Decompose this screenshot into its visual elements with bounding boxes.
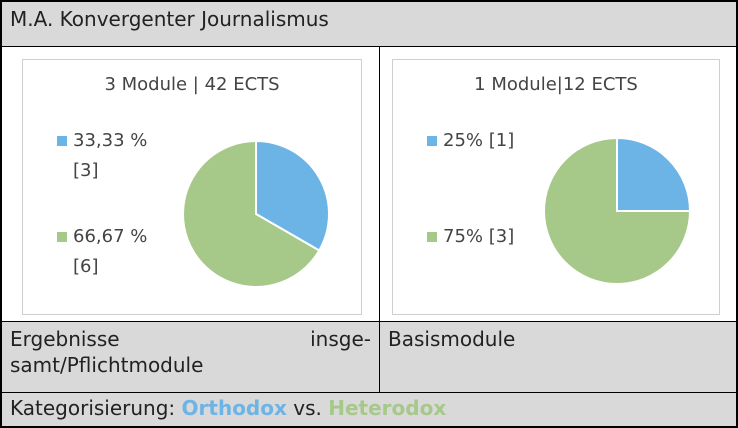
legend-item: 75% [3] <box>427 222 523 252</box>
legend-label: 66,67 % [6] <box>73 226 148 277</box>
legend-label: 75% [3] <box>443 226 515 247</box>
pie-slice <box>616 136 692 212</box>
legend-label: 33,33 % [3] <box>73 130 148 181</box>
header-cell: M.A. Konvergenter Journalismus <box>1 1 737 47</box>
footer-cell: Kategorisierung: Orthodox vs. Heterodox <box>1 392 737 427</box>
legend-label: 25% [1] <box>443 130 515 151</box>
legend-item: 66,67 % [6] <box>57 222 153 282</box>
chart-cell: 3 Module | 42 ECTS 33,33 % [3] 66,67 % [6] <box>1 46 380 322</box>
legend-item: 33,33 % [3] <box>57 126 153 186</box>
legend-swatch <box>427 232 437 242</box>
row-label: Ergebnisse insge-samt/Pflichtmodule <box>10 327 371 377</box>
legend-swatch <box>427 136 437 146</box>
label-cell: Basismodule <box>379 321 737 393</box>
pie-slice <box>182 139 321 288</box>
chart-box: 3 Module | 42 ECTS 33,33 % [3] 66,67 % [6] <box>22 59 362 315</box>
chart-box: 1 Module|12 ECTS 25% [1] 75% [3] <box>392 59 720 315</box>
header-title: M.A. Konvergenter Journalismus <box>10 7 329 31</box>
legend-swatch <box>57 136 67 146</box>
legend-item: 25% [1] <box>427 126 523 156</box>
footer-term: Heterodox <box>328 396 447 420</box>
pie-slice <box>255 139 330 252</box>
footer-middle: vs. <box>293 396 322 420</box>
footer-term: Orthodox <box>181 396 287 420</box>
pie-slice <box>543 136 692 285</box>
pie-chart <box>182 139 330 288</box>
legend-swatch <box>57 232 67 242</box>
pie-chart <box>543 136 692 285</box>
label-cell: Ergebnisse insge-samt/Pflichtmodule <box>1 321 380 393</box>
footer-prefix: Kategorisierung: <box>10 396 176 420</box>
chart-title: 3 Module | 42 ECTS <box>104 74 280 95</box>
chart-cell: 1 Module|12 ECTS 25% [1] 75% [3] <box>379 46 737 322</box>
row-label: Basismodule <box>388 327 516 351</box>
chart-title: 1 Module|12 ECTS <box>474 74 638 95</box>
